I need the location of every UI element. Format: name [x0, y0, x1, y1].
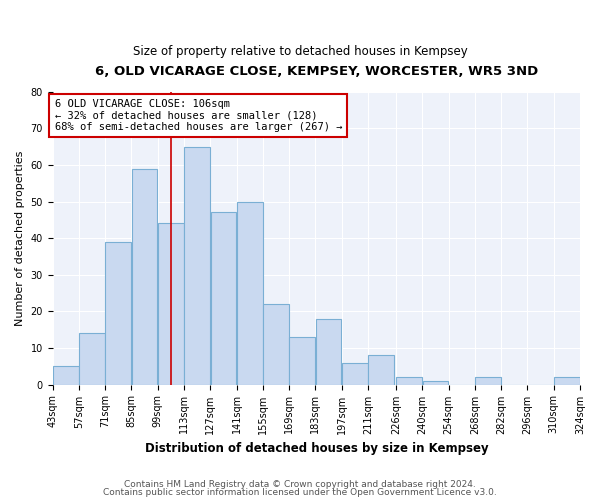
Title: 6, OLD VICARAGE CLOSE, KEMPSEY, WORCESTER, WR5 3ND: 6, OLD VICARAGE CLOSE, KEMPSEY, WORCESTE…	[95, 65, 538, 78]
Bar	[475, 377, 501, 384]
Bar	[132, 168, 157, 384]
Text: Contains HM Land Registry data © Crown copyright and database right 2024.: Contains HM Land Registry data © Crown c…	[124, 480, 476, 489]
Bar	[184, 146, 210, 384]
Bar	[237, 202, 263, 384]
Bar	[342, 362, 368, 384]
Bar	[158, 224, 184, 384]
Bar	[368, 356, 394, 384]
Text: Contains public sector information licensed under the Open Government Licence v3: Contains public sector information licen…	[103, 488, 497, 497]
Bar	[554, 377, 580, 384]
Text: 6 OLD VICARAGE CLOSE: 106sqm
← 32% of detached houses are smaller (128)
68% of s: 6 OLD VICARAGE CLOSE: 106sqm ← 32% of de…	[55, 99, 342, 132]
Bar	[397, 377, 422, 384]
X-axis label: Distribution of detached houses by size in Kempsey: Distribution of detached houses by size …	[145, 442, 488, 455]
Y-axis label: Number of detached properties: Number of detached properties	[15, 150, 25, 326]
Bar	[106, 242, 131, 384]
Bar	[316, 318, 341, 384]
Bar	[263, 304, 289, 384]
Bar	[289, 337, 315, 384]
Bar	[79, 334, 105, 384]
Bar	[422, 381, 448, 384]
Bar	[53, 366, 79, 384]
Bar	[211, 212, 236, 384]
Text: Size of property relative to detached houses in Kempsey: Size of property relative to detached ho…	[133, 45, 467, 58]
